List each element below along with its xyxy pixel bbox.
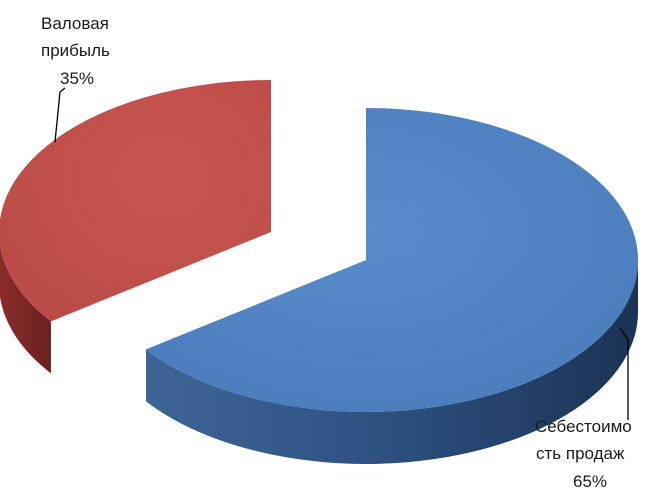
slice-percent-label-profit: 35% [60,69,94,88]
pie-slice-top-cost [145,108,638,412]
leader-line-cost [619,327,629,420]
slice-label-line2-profit: прибыль [41,41,110,60]
pie-slice-top-profit [0,80,271,322]
slice-percent-label-cost: 65% [573,472,607,490]
slice-label-line1-cost: Себестоимо [535,417,632,436]
pie-slice-profit [0,80,271,374]
pie-slice-cost [145,108,638,464]
pie-slice-side-profit [0,244,51,374]
pie-slice-side-cost [145,260,638,464]
slice-label-line2-cost: сть продаж [536,444,625,463]
slice-label-line1-profit: Валовая [41,14,109,33]
leader-line-profit [54,87,66,143]
